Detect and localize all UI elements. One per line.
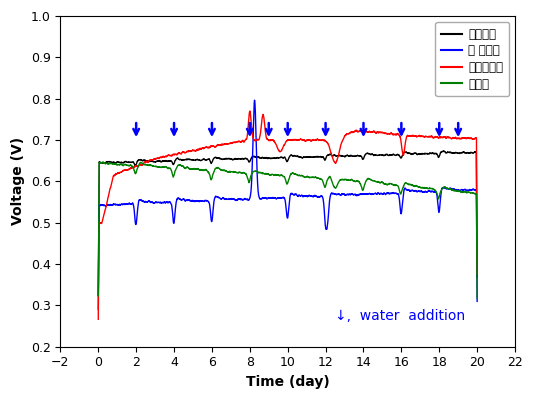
Y-axis label: Voltage (V): Voltage (V) (11, 137, 25, 226)
X-axis label: Time (day): Time (day) (246, 375, 329, 389)
Text: ↓,  water  addition: ↓, water addition (335, 309, 465, 323)
Legend: 뉴기니아, 싱 고니옴, 스킨답서스, 산호수: 뉴기니아, 싱 고니옴, 스킨답서스, 산호수 (435, 22, 509, 96)
